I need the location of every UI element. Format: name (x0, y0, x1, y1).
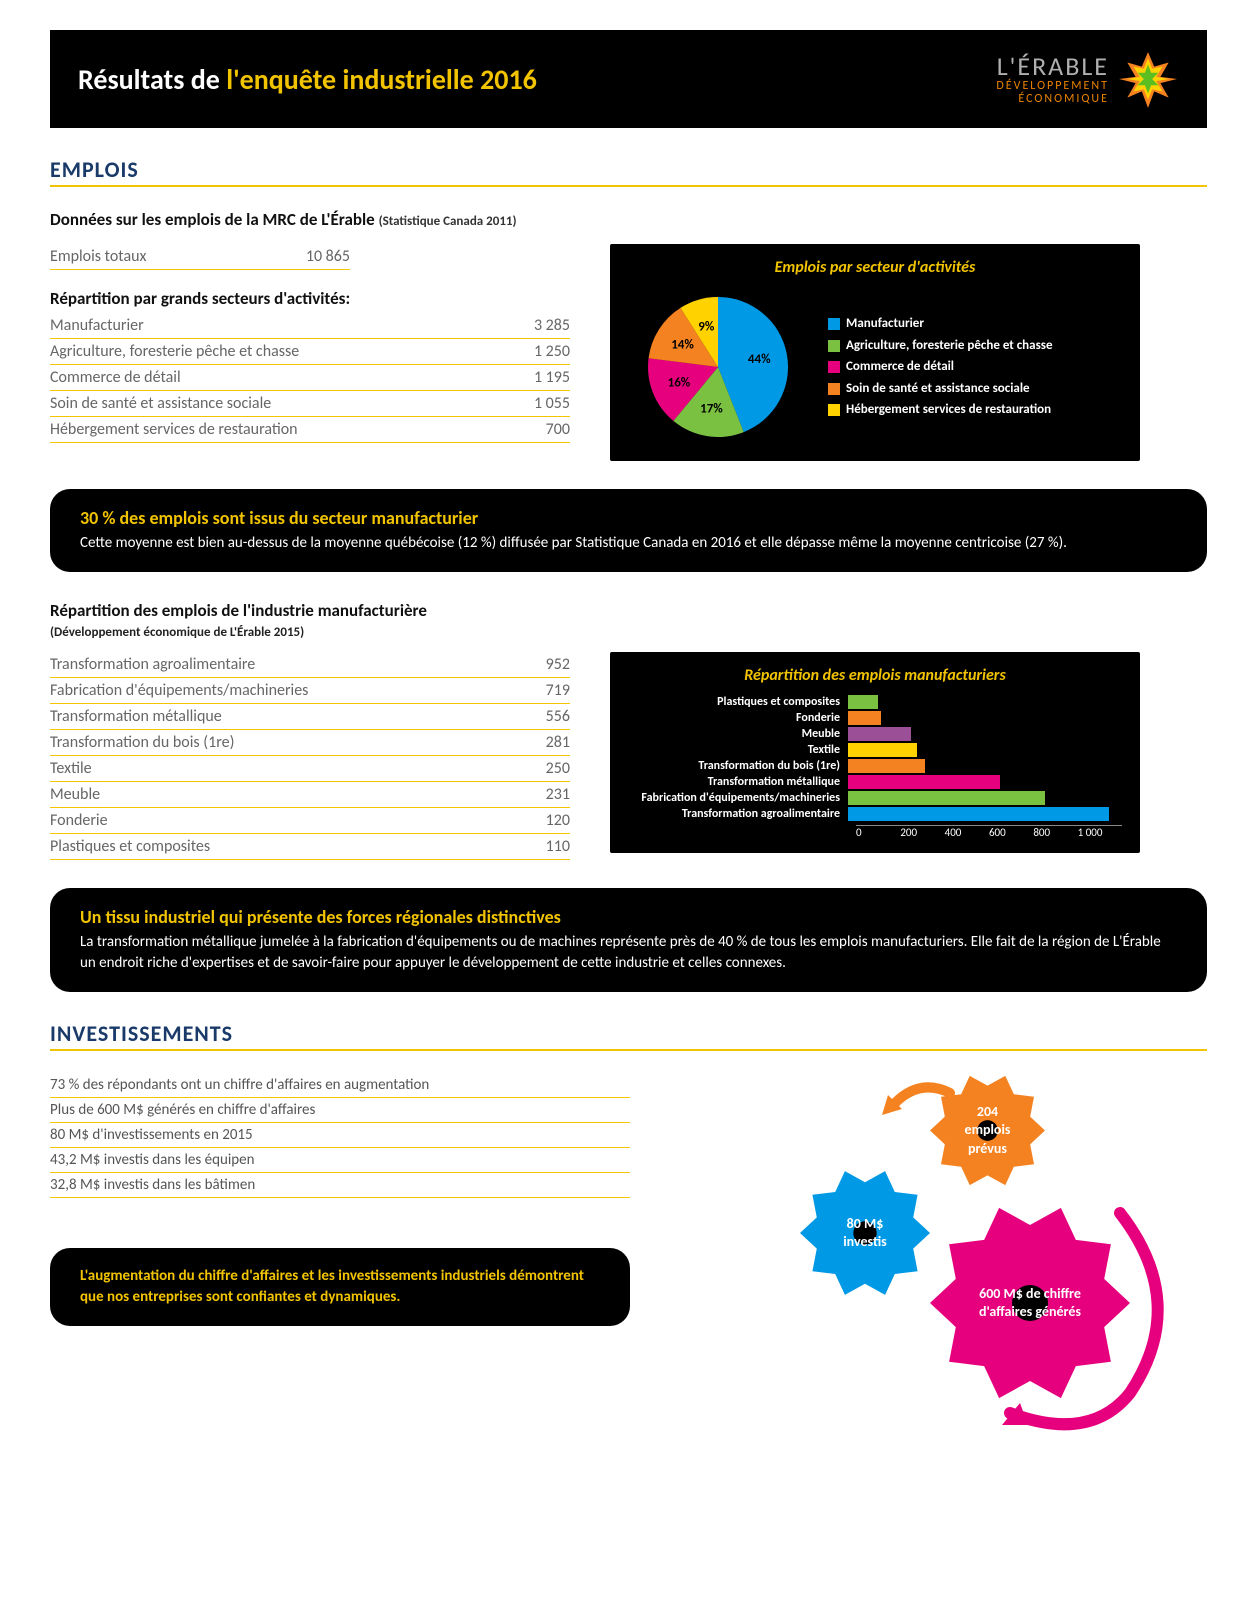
sectors-table: Manufacturier3 285Agriculture, foresteri… (50, 313, 570, 443)
gears-diagram: 204emploisprévus80 M$investis600 M$ de c… (670, 1073, 1190, 1433)
section-title-invest: INVESTISSEMENTS (50, 1020, 1207, 1051)
legend-item: Manufacturier (828, 316, 1052, 332)
logo-text: L'ÉRABLE DÉVELOPPEMENT ÉCONOMIQUE (996, 53, 1109, 105)
total-emplois-row: Emplois totaux 10 865 (50, 244, 350, 270)
manu-table: Transformation agroalimentaire952Fabrica… (50, 652, 570, 860)
legend-item: Agriculture, foresterie pêche et chasse (828, 338, 1052, 354)
manu-row: Textile250 (50, 756, 570, 782)
bar-chart-title: Répartition des emplois manufacturiers (628, 666, 1122, 685)
invest-left: 73 % des répondants ont un chiffre d'aff… (50, 1073, 630, 1354)
manu-row: Plastiques et composites110 (50, 834, 570, 860)
invest-list: 73 % des répondants ont un chiffre d'aff… (50, 1073, 630, 1198)
total-value: 10 865 (306, 247, 350, 266)
invest-row: Plus de 600 M$ générés en chiffre d'affa… (50, 1098, 630, 1123)
bar-row: Plastiques et composites (628, 695, 1122, 709)
bar-row: Meuble (628, 727, 1122, 741)
bar-row: Textile (628, 743, 1122, 757)
emplois-data-title: Données sur les emplois de la MRC de L'É… (50, 209, 1207, 230)
logo-sub1: DÉVELOPPEMENT (996, 80, 1109, 93)
svg-text:44%: 44% (748, 352, 771, 367)
logo-sub2: ÉCONOMIQUE (996, 93, 1109, 106)
sector-row: Hébergement services de restauration700 (50, 417, 570, 443)
svg-text:17%: 17% (700, 401, 723, 416)
bar-row: Transformation agroalimentaire (628, 807, 1122, 821)
gear: 204emploisprévus (930, 1073, 1045, 1188)
total-label: Emplois totaux (50, 247, 146, 266)
bar-row: Fabrication d'équipements/machineries (628, 791, 1122, 805)
invest-row: 43,2 M$ investis dans les équipen (50, 1148, 630, 1173)
pie-chart-box: Emplois par secteur d'activités 44% 17% 16… (610, 244, 1140, 461)
callout-manufacturier: 30 % des emplois sont issus du secteur m… (50, 489, 1207, 572)
logo-brand: L'ÉRABLE (996, 53, 1109, 80)
invest-row: 32,8 M$ investis dans les bâtimen (50, 1173, 630, 1198)
svg-text:16%: 16% (668, 375, 691, 390)
callout-invest: L'augmentation du chiffre d'affaires et … (50, 1248, 630, 1326)
emplois-left-column: Emplois totaux 10 865 Répartition par gr… (50, 244, 570, 443)
section-title-emplois: EMPLOIS (50, 156, 1207, 187)
manu-row: Fabrication d'équipements/machineries719 (50, 678, 570, 704)
pie-chart: 44% 17% 16% 14% 9% (628, 287, 808, 447)
callout2-body: La transformation métallique jumelée à l… (80, 932, 1177, 974)
logo: L'ÉRABLE DÉVELOPPEMENT ÉCONOMIQUE (996, 48, 1179, 110)
manu-title: Répartition des emplois de l'industrie m… (50, 600, 1207, 621)
manu-row: Fonderie120 (50, 808, 570, 834)
manu-row: Transformation métallique556 (50, 704, 570, 730)
title-prefix: Résultats de (78, 62, 226, 97)
sector-row: Manufacturier3 285 (50, 313, 570, 339)
bar-row: Transformation métallique (628, 775, 1122, 789)
gear: 80 M$investis (800, 1168, 930, 1298)
callout2-headline: Un tissu industriel qui présente des for… (80, 906, 1177, 928)
bar-axis: 02004006008001 000 (856, 825, 1122, 839)
svg-text:14%: 14% (671, 337, 694, 352)
manu-row: Meuble231 (50, 782, 570, 808)
invest-row: 73 % des répondants ont un chiffre d'aff… (50, 1073, 630, 1098)
maple-leaf-icon (1117, 48, 1179, 110)
manu-note: (Développement économique de L'Érable 20… (50, 625, 1207, 640)
split-title: Répartition par grands secteurs d'activi… (50, 288, 570, 309)
pie-legend: Manufacturier Agriculture, foresterie pêc… (828, 310, 1052, 424)
manu-row: Transformation du bois (1re)281 (50, 730, 570, 756)
callout-invest-body: L'augmentation du chiffre d'affaires et … (80, 1266, 600, 1308)
invest-row: 80 M$ d'investissements en 2015 (50, 1123, 630, 1148)
legend-item: Hébergement services de restauration (828, 402, 1052, 418)
sector-row: Soin de santé et assistance sociale1 055 (50, 391, 570, 417)
svg-text:9%: 9% (698, 320, 715, 335)
legend-item: Soin de santé et assistance sociale (828, 381, 1052, 397)
callout1-body: Cette moyenne est bien au-dessus de la m… (80, 533, 1177, 554)
sector-row: Commerce de détail1 195 (50, 365, 570, 391)
title-accent: l'enquête industrielle 2016 (226, 62, 537, 97)
bar-row: Transformation du bois (1re) (628, 759, 1122, 773)
bar-row: Fonderie (628, 711, 1122, 725)
legend-item: Commerce de détail (828, 359, 1052, 375)
bar-chart: Plastiques et composites Fonderie Meuble Te… (628, 695, 1122, 821)
callout1-headline: 30 % des emplois sont issus du secteur m… (80, 507, 1177, 529)
manu-row: Transformation agroalimentaire952 (50, 652, 570, 678)
pie-chart-title: Emplois par secteur d'activités (628, 258, 1122, 277)
gear: 600 M$ de chiffred'affaires générés (930, 1203, 1130, 1403)
header-bar: Résultats de l'enquête industrielle 2016… (50, 30, 1207, 128)
page-title: Résultats de l'enquête industrielle 2016 (78, 62, 537, 97)
sector-row: Agriculture, foresterie pêche et chasse1… (50, 339, 570, 365)
bar-chart-box: Répartition des emplois manufacturiers P… (610, 652, 1140, 853)
callout-tissu-industriel: Un tissu industriel qui présente des for… (50, 888, 1207, 992)
